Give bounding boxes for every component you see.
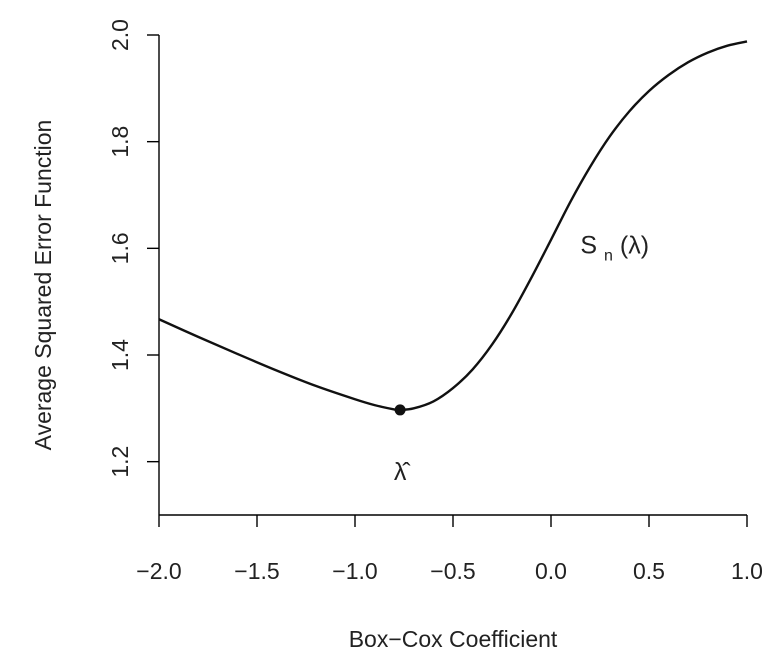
- y-tick-label: 2.0: [107, 19, 133, 51]
- curve-label-base: S: [580, 232, 597, 260]
- curve-label-subscript: n: [604, 248, 613, 265]
- y-tick-label: 1.8: [107, 126, 133, 158]
- y-axis-title: Average Squared Error Function: [30, 120, 56, 451]
- curve-label-argument: (λ): [620, 232, 649, 260]
- y-tick-label: 1.4: [107, 339, 133, 371]
- x-tick-label: −1.5: [234, 558, 279, 584]
- minimum-label-lambda-hat: λ̂: [394, 458, 412, 486]
- x-tick-label: 0.5: [633, 558, 665, 584]
- plot-area: [158, 40, 748, 416]
- x-tick-label: −2.0: [136, 558, 181, 584]
- y-tick-label: 1.2: [107, 446, 133, 478]
- x-tick-label: 1.0: [731, 558, 763, 584]
- x-axis-title: Box−Cox Coefficient: [349, 626, 558, 652]
- error-curve: [158, 40, 748, 412]
- x-tick-label: −1.0: [332, 558, 377, 584]
- y-tick-label: 1.6: [107, 232, 133, 264]
- minimum-point-marker: [394, 404, 406, 416]
- x-axis: −2.0 −1.5 −1.0 −0.5 0.0 0.5 1.0: [136, 514, 763, 584]
- x-tick-label: 0.0: [535, 558, 567, 584]
- curve-label: S n (λ): [580, 232, 649, 267]
- y-axis: 1.2 1.4 1.6 1.8 2.0: [107, 19, 160, 515]
- x-tick-label: −0.5: [430, 558, 475, 584]
